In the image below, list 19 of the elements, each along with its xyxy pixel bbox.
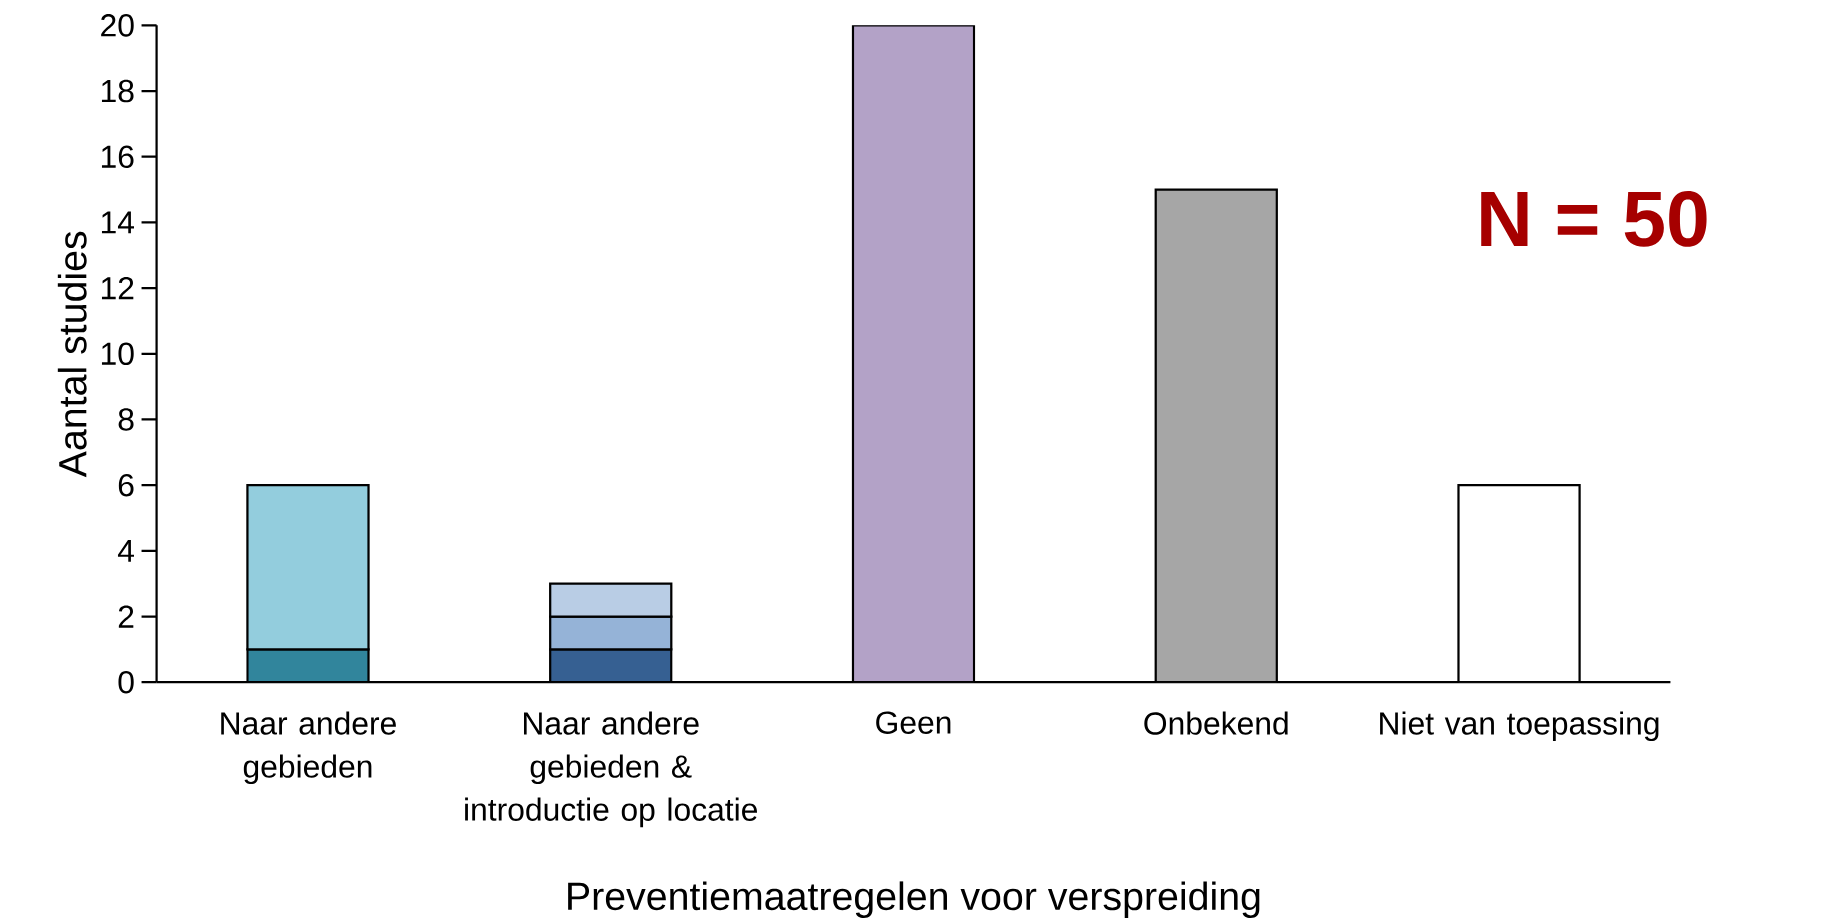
y-axis-title: Aantal studies (57, 231, 87, 478)
y-tick-label: 8 (118, 408, 134, 431)
y-tick-label: 12 (101, 276, 134, 300)
y-tick-label: 2 (118, 605, 134, 628)
y-tick-label: 20 (101, 13, 134, 37)
x-axis-title: Preventiemaatregelen voor verspreiding (568, 881, 1260, 918)
x-tick-label: Geen (876, 711, 951, 734)
annotation: N = 50 (1481, 190, 1707, 247)
y-tick-label: 10 (101, 342, 134, 365)
y-tick-label: 14 (101, 211, 134, 234)
x-tick-label: Naar andere gebieden (221, 711, 396, 784)
y-tick-label: 18 (101, 79, 134, 103)
x-tick-label: Onbekend (1144, 711, 1288, 735)
y-tick-label: 4 (117, 539, 134, 562)
x-tick-label: Niet van toepassing (1380, 711, 1659, 741)
y-tick-label: 6 (118, 473, 134, 497)
y-tick-label: 0 (118, 670, 134, 694)
x-tick-label: Naar andere gebieden & introductie op locatie (465, 711, 758, 828)
y-tick-label: 16 (101, 145, 134, 168)
